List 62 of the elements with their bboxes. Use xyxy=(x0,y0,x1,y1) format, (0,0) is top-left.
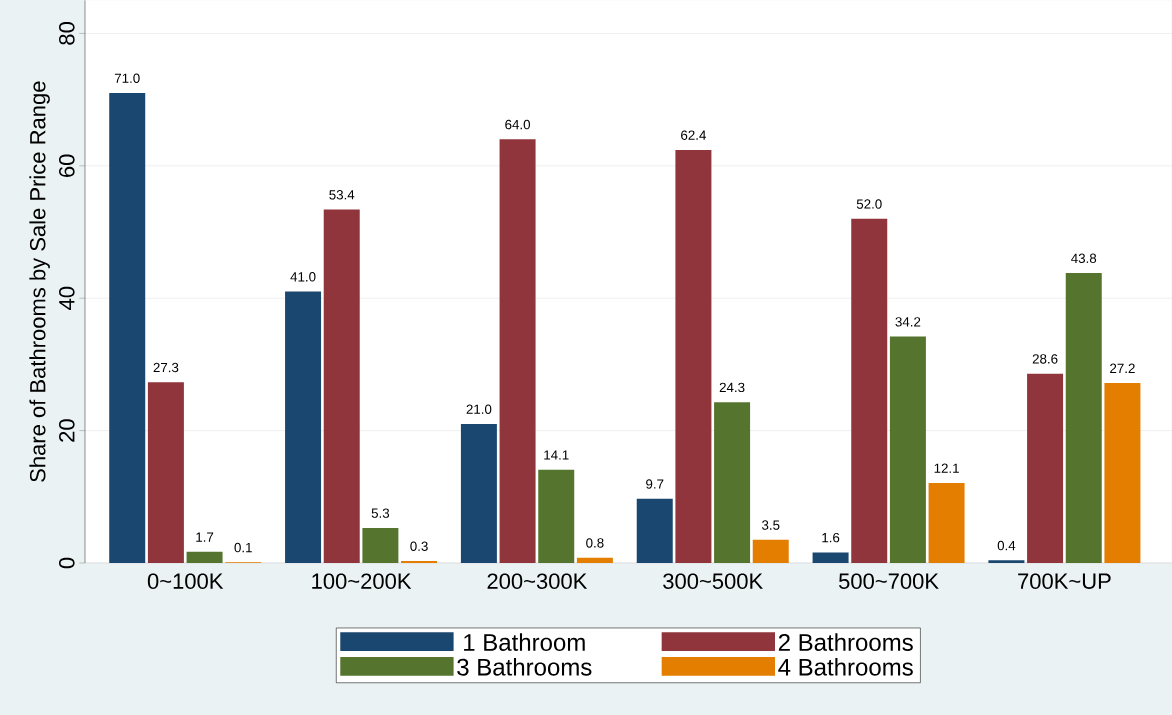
bar xyxy=(576,557,613,563)
data-label: 1.6 xyxy=(822,532,840,543)
data-label: 43.8 xyxy=(1071,253,1097,264)
bar xyxy=(675,149,712,563)
legend-label: 3 Bathrooms xyxy=(457,658,592,676)
bar xyxy=(714,402,751,563)
data-label: 3.5 xyxy=(761,520,780,530)
data-label: 53.4 xyxy=(329,190,355,200)
bar xyxy=(147,382,184,563)
data-label: 52.0 xyxy=(856,199,882,209)
x-tick-label: 500~700K xyxy=(838,573,939,589)
bar xyxy=(1104,382,1141,563)
data-label: 27.3 xyxy=(153,362,179,373)
data-label: 62.4 xyxy=(681,130,706,140)
y-tick-label: 40 xyxy=(59,286,75,310)
data-label: 71.0 xyxy=(114,73,140,83)
x-tick-label: 0~100K xyxy=(147,573,224,589)
bar xyxy=(636,498,673,563)
legend-label: 2 Bathrooms xyxy=(778,633,913,651)
bar xyxy=(752,539,789,563)
bar xyxy=(323,209,360,563)
x-tick-label: 200~300K xyxy=(487,573,588,589)
bar xyxy=(186,551,223,563)
bar xyxy=(499,139,536,563)
x-tick-label: 700K~UP xyxy=(1018,573,1111,589)
data-label: 5.3 xyxy=(371,508,390,518)
data-label: 27.2 xyxy=(1110,363,1135,373)
data-label: 0.4 xyxy=(997,540,1016,551)
data-label: 28.6 xyxy=(1032,354,1058,364)
bar xyxy=(1065,273,1102,563)
bar xyxy=(889,336,926,563)
y-axis-title: Share of Bathrooms by Sale Price Range xyxy=(29,81,50,482)
data-label: 21.0 xyxy=(466,404,492,414)
bar xyxy=(460,423,497,563)
legend-label: 1 Bathroom xyxy=(464,633,585,651)
data-label: 41.0 xyxy=(290,272,316,282)
x-tick-label: 100~200K xyxy=(312,573,412,589)
y-tick-label: 20 xyxy=(59,419,75,442)
data-label: 14.1 xyxy=(544,450,569,460)
data-label: 12.1 xyxy=(934,463,959,473)
bar xyxy=(285,291,322,563)
data-label: 64.0 xyxy=(505,119,531,130)
y-tick-label: 80 xyxy=(59,22,75,45)
data-label: 9.7 xyxy=(646,479,664,489)
bar xyxy=(362,527,399,563)
data-label: 0.3 xyxy=(410,541,428,551)
bar xyxy=(928,482,965,563)
bar xyxy=(812,552,849,563)
data-label: 34.2 xyxy=(895,317,921,327)
data-label: 0.1 xyxy=(234,542,252,553)
bar xyxy=(538,469,575,563)
y-tick-label: 60 xyxy=(59,154,75,177)
data-label: 24.3 xyxy=(719,382,745,393)
legend-label: 4 Bathrooms xyxy=(778,658,913,676)
data-label: 0.8 xyxy=(586,538,604,548)
bar xyxy=(1027,373,1064,563)
y-tick-label: 0 xyxy=(59,557,75,569)
bar xyxy=(851,218,888,563)
data-label: 1.7 xyxy=(196,532,214,542)
bar xyxy=(988,560,1025,563)
bar xyxy=(109,93,146,563)
x-tick-label: 300~500K xyxy=(663,573,763,589)
